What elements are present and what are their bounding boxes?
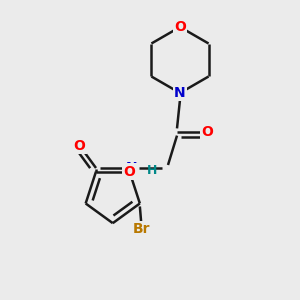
Text: O: O [124,165,135,178]
Text: N: N [126,161,138,175]
Text: Br: Br [133,222,150,236]
Text: O: O [201,125,213,139]
Text: N: N [174,86,186,100]
Text: H: H [146,164,157,177]
Text: O: O [174,20,186,34]
Text: O: O [74,139,86,152]
